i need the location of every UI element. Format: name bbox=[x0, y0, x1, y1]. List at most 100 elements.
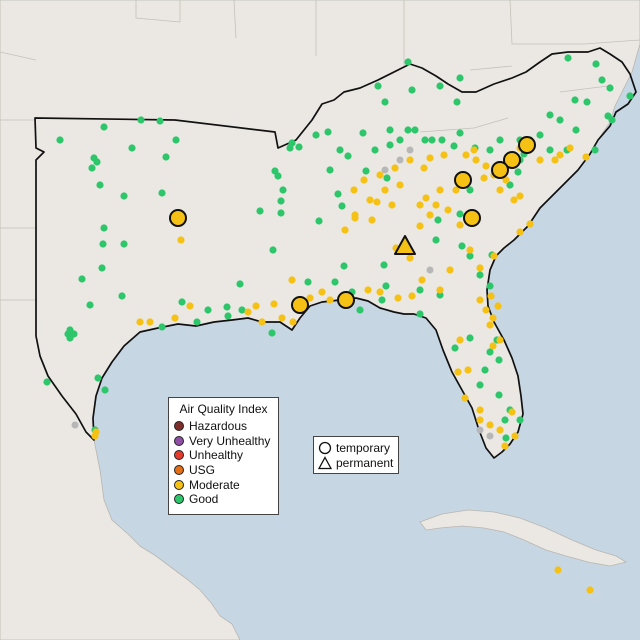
monitor-moderate bbox=[366, 196, 374, 204]
cuba bbox=[419, 509, 628, 567]
temporary-monitor-moderate bbox=[291, 296, 309, 314]
monitor-good bbox=[571, 96, 579, 104]
monitor-good bbox=[338, 202, 346, 210]
monitor-good bbox=[416, 286, 424, 294]
monitor-moderate bbox=[444, 206, 452, 214]
legend-label-unhealthy: Unhealthy bbox=[189, 448, 244, 463]
monitor-good bbox=[416, 310, 424, 318]
monitor-good bbox=[386, 141, 394, 149]
monitor-good bbox=[156, 117, 164, 125]
monitor-good bbox=[158, 189, 166, 197]
monitor-good bbox=[583, 98, 591, 106]
monitor-moderate bbox=[406, 156, 414, 164]
monitor-good bbox=[336, 146, 344, 154]
monitor-good bbox=[86, 301, 94, 309]
monitor-good bbox=[432, 236, 440, 244]
monitor-good bbox=[94, 374, 102, 382]
monitor-moderate bbox=[396, 181, 404, 189]
monitor-moderate bbox=[554, 566, 562, 574]
monitor-good bbox=[466, 186, 474, 194]
temporary-monitor-moderate bbox=[454, 171, 472, 189]
monitor-good bbox=[383, 174, 391, 182]
good-swatch bbox=[174, 494, 184, 505]
monitor-good bbox=[193, 318, 201, 326]
monitor-good bbox=[598, 76, 606, 84]
usg-swatch bbox=[174, 465, 184, 476]
temporary-monitor-moderate bbox=[491, 161, 509, 179]
monitor-good bbox=[279, 186, 287, 194]
monitor-no-data bbox=[406, 146, 414, 154]
monitor-moderate bbox=[91, 432, 99, 440]
monitor-good bbox=[572, 126, 580, 134]
monitor-good bbox=[224, 312, 232, 320]
monitor-moderate bbox=[368, 216, 376, 224]
monitor-moderate bbox=[446, 266, 454, 274]
monitor-good bbox=[101, 386, 109, 394]
monitor-good bbox=[340, 262, 348, 270]
monitor-good bbox=[436, 291, 444, 299]
monitor-moderate bbox=[496, 426, 504, 434]
monitor-moderate bbox=[476, 406, 484, 414]
monitor-moderate bbox=[454, 368, 462, 376]
legend-label-temporary: temporary bbox=[336, 440, 391, 455]
monitor-good bbox=[404, 126, 412, 134]
monitor-moderate bbox=[516, 228, 524, 236]
monitor-good bbox=[356, 306, 364, 314]
hazardous-swatch bbox=[174, 421, 184, 432]
monitor-moderate bbox=[258, 318, 266, 326]
monitor-moderate bbox=[456, 336, 464, 344]
monitor-good bbox=[324, 128, 332, 136]
monitor-good bbox=[100, 224, 108, 232]
monitor-moderate bbox=[418, 276, 426, 284]
monitor-moderate bbox=[432, 201, 440, 209]
monitor-moderate bbox=[452, 186, 460, 194]
monitor-good bbox=[88, 164, 96, 172]
aqi-legend: Air Quality Index Hazardous Very Unhealt… bbox=[168, 397, 279, 515]
monitor-good bbox=[172, 136, 180, 144]
monitor-good bbox=[502, 434, 510, 442]
monitor-good bbox=[428, 136, 436, 144]
monitor-moderate bbox=[351, 214, 359, 222]
monitor-good bbox=[277, 209, 285, 217]
monitor-good bbox=[453, 98, 461, 106]
monitor-good bbox=[98, 264, 106, 272]
monitor-moderate bbox=[466, 246, 474, 254]
monitor-good bbox=[476, 271, 484, 279]
monitor-moderate bbox=[289, 318, 297, 326]
monitor-moderate bbox=[171, 314, 179, 322]
monitor-moderate bbox=[391, 164, 399, 172]
monitor-good bbox=[344, 152, 352, 160]
monitor-moderate bbox=[489, 342, 497, 350]
monitor-good bbox=[315, 217, 323, 225]
legend-label-permanent: permanent bbox=[336, 455, 394, 470]
monitor-moderate bbox=[456, 221, 464, 229]
monitor-good bbox=[495, 356, 503, 364]
monitor-good bbox=[66, 334, 74, 342]
monitor-good bbox=[269, 246, 277, 254]
monitor-good bbox=[386, 126, 394, 134]
aqi-legend-title: Air Quality Index bbox=[179, 402, 268, 416]
monitor-moderate bbox=[489, 314, 497, 322]
monitor-good bbox=[438, 136, 446, 144]
monitor-moderate bbox=[373, 198, 381, 206]
monitor-no-data bbox=[396, 156, 404, 164]
monitor-moderate bbox=[318, 288, 326, 296]
monitor-good bbox=[256, 207, 264, 215]
monitor-good bbox=[378, 296, 386, 304]
legend-label-usg: USG bbox=[189, 463, 216, 478]
temporary-monitor-moderate bbox=[463, 209, 481, 227]
legend-item-good: Good bbox=[169, 492, 278, 507]
monitor-moderate bbox=[426, 154, 434, 162]
monitor-good bbox=[456, 210, 464, 218]
monitor-moderate bbox=[476, 296, 484, 304]
monitor-good bbox=[99, 240, 107, 248]
monitor-moderate bbox=[360, 176, 368, 184]
monitor-good bbox=[506, 181, 514, 189]
monitor-good bbox=[162, 153, 170, 161]
monitor-good bbox=[382, 282, 390, 290]
monitor-good bbox=[312, 131, 320, 139]
monitor-moderate bbox=[416, 201, 424, 209]
monitor-moderate bbox=[440, 151, 448, 159]
monitor-moderate bbox=[422, 194, 430, 202]
